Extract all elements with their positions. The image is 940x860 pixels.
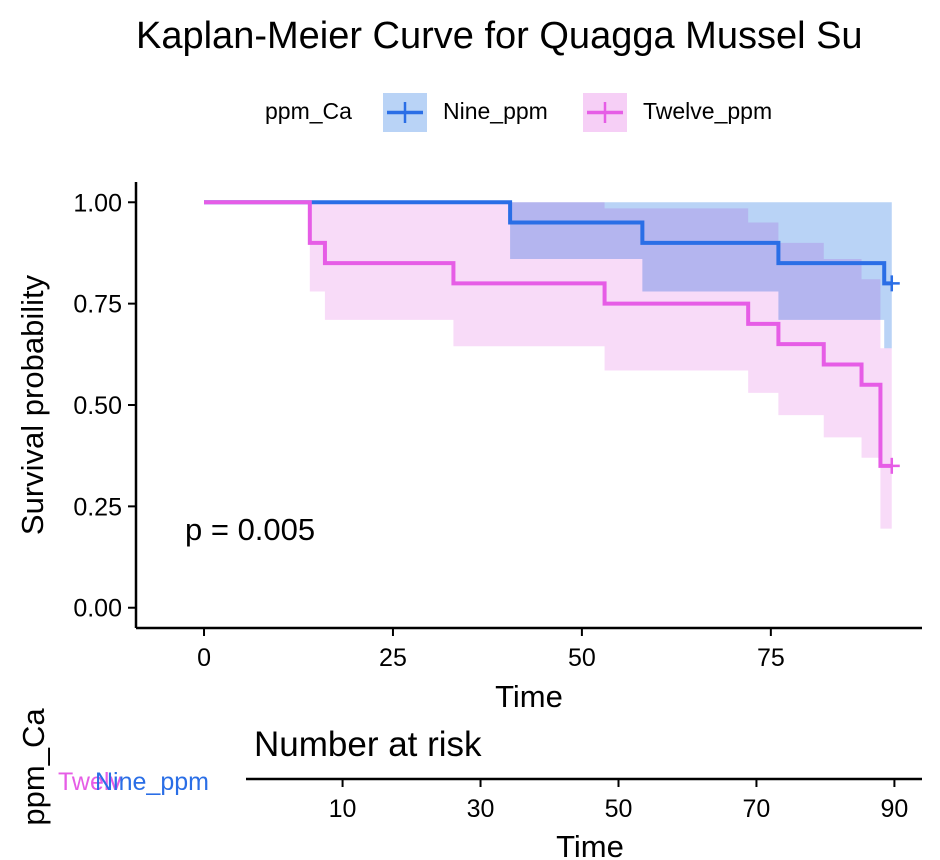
y-tick-label: 0.25 [73, 493, 122, 521]
risk-table-y-axis-title: ppm_Ca [16, 708, 51, 826]
main-axes: 0.00 0.25 0.50 0.75 1.00 0 25 50 75 [73, 182, 922, 672]
x-tick-label: 0 [197, 644, 211, 672]
risk-x-tick-label: 30 [467, 795, 495, 823]
risk-strata-label-nine: Nine_ppm [95, 768, 209, 796]
y-tick-label: 0.50 [73, 392, 122, 420]
censor-mark-twelve-ppm [883, 457, 900, 474]
x-tick-label: 50 [568, 644, 596, 672]
survival-curves [204, 200, 892, 468]
x-tick-label: 75 [757, 644, 785, 672]
legend-label-nine-ppm: Nine_ppm [443, 98, 548, 124]
risk-x-tick-label: 70 [743, 795, 771, 823]
legend-title: ppm_Ca [265, 98, 352, 124]
p-value-annotation: p = 0.005 [185, 512, 315, 547]
y-tick-label: 1.00 [73, 189, 122, 217]
survival-curve-nine-ppm [204, 200, 892, 286]
confidence-bands [204, 202, 892, 529]
legend: ppm_Ca Nine_ppm Twelve_ppm [265, 93, 772, 132]
x-axis-title: Time [495, 679, 563, 714]
y-tick-label: 0.00 [73, 595, 122, 623]
censor-marks [883, 275, 900, 474]
legend-key-nine-ppm [383, 93, 427, 132]
risk-strata-label-twelve: Twelv [58, 768, 122, 796]
risk-x-tick-label: 10 [329, 795, 357, 823]
x-tick-label: 25 [379, 644, 407, 672]
survival-curve-twelve-ppm [204, 200, 892, 468]
y-axis-title: Survival probability [15, 274, 50, 535]
risk-x-tick-label: 50 [605, 795, 633, 823]
ci-band-twelve-ppm [204, 202, 892, 529]
risk-x-tick-label: 90 [881, 795, 909, 823]
chart-title: Kaplan-Meier Curve for Quagga Mussel Su [136, 15, 863, 57]
risk-table-x-axis-title: Time [556, 829, 624, 860]
legend-key-twelve-ppm [583, 93, 627, 132]
y-tick-label: 0.75 [73, 291, 122, 319]
censor-mark-nine-ppm [883, 275, 900, 292]
legend-label-twelve-ppm: Twelve_ppm [643, 98, 772, 124]
risk-table-title: Number at risk [254, 725, 482, 764]
